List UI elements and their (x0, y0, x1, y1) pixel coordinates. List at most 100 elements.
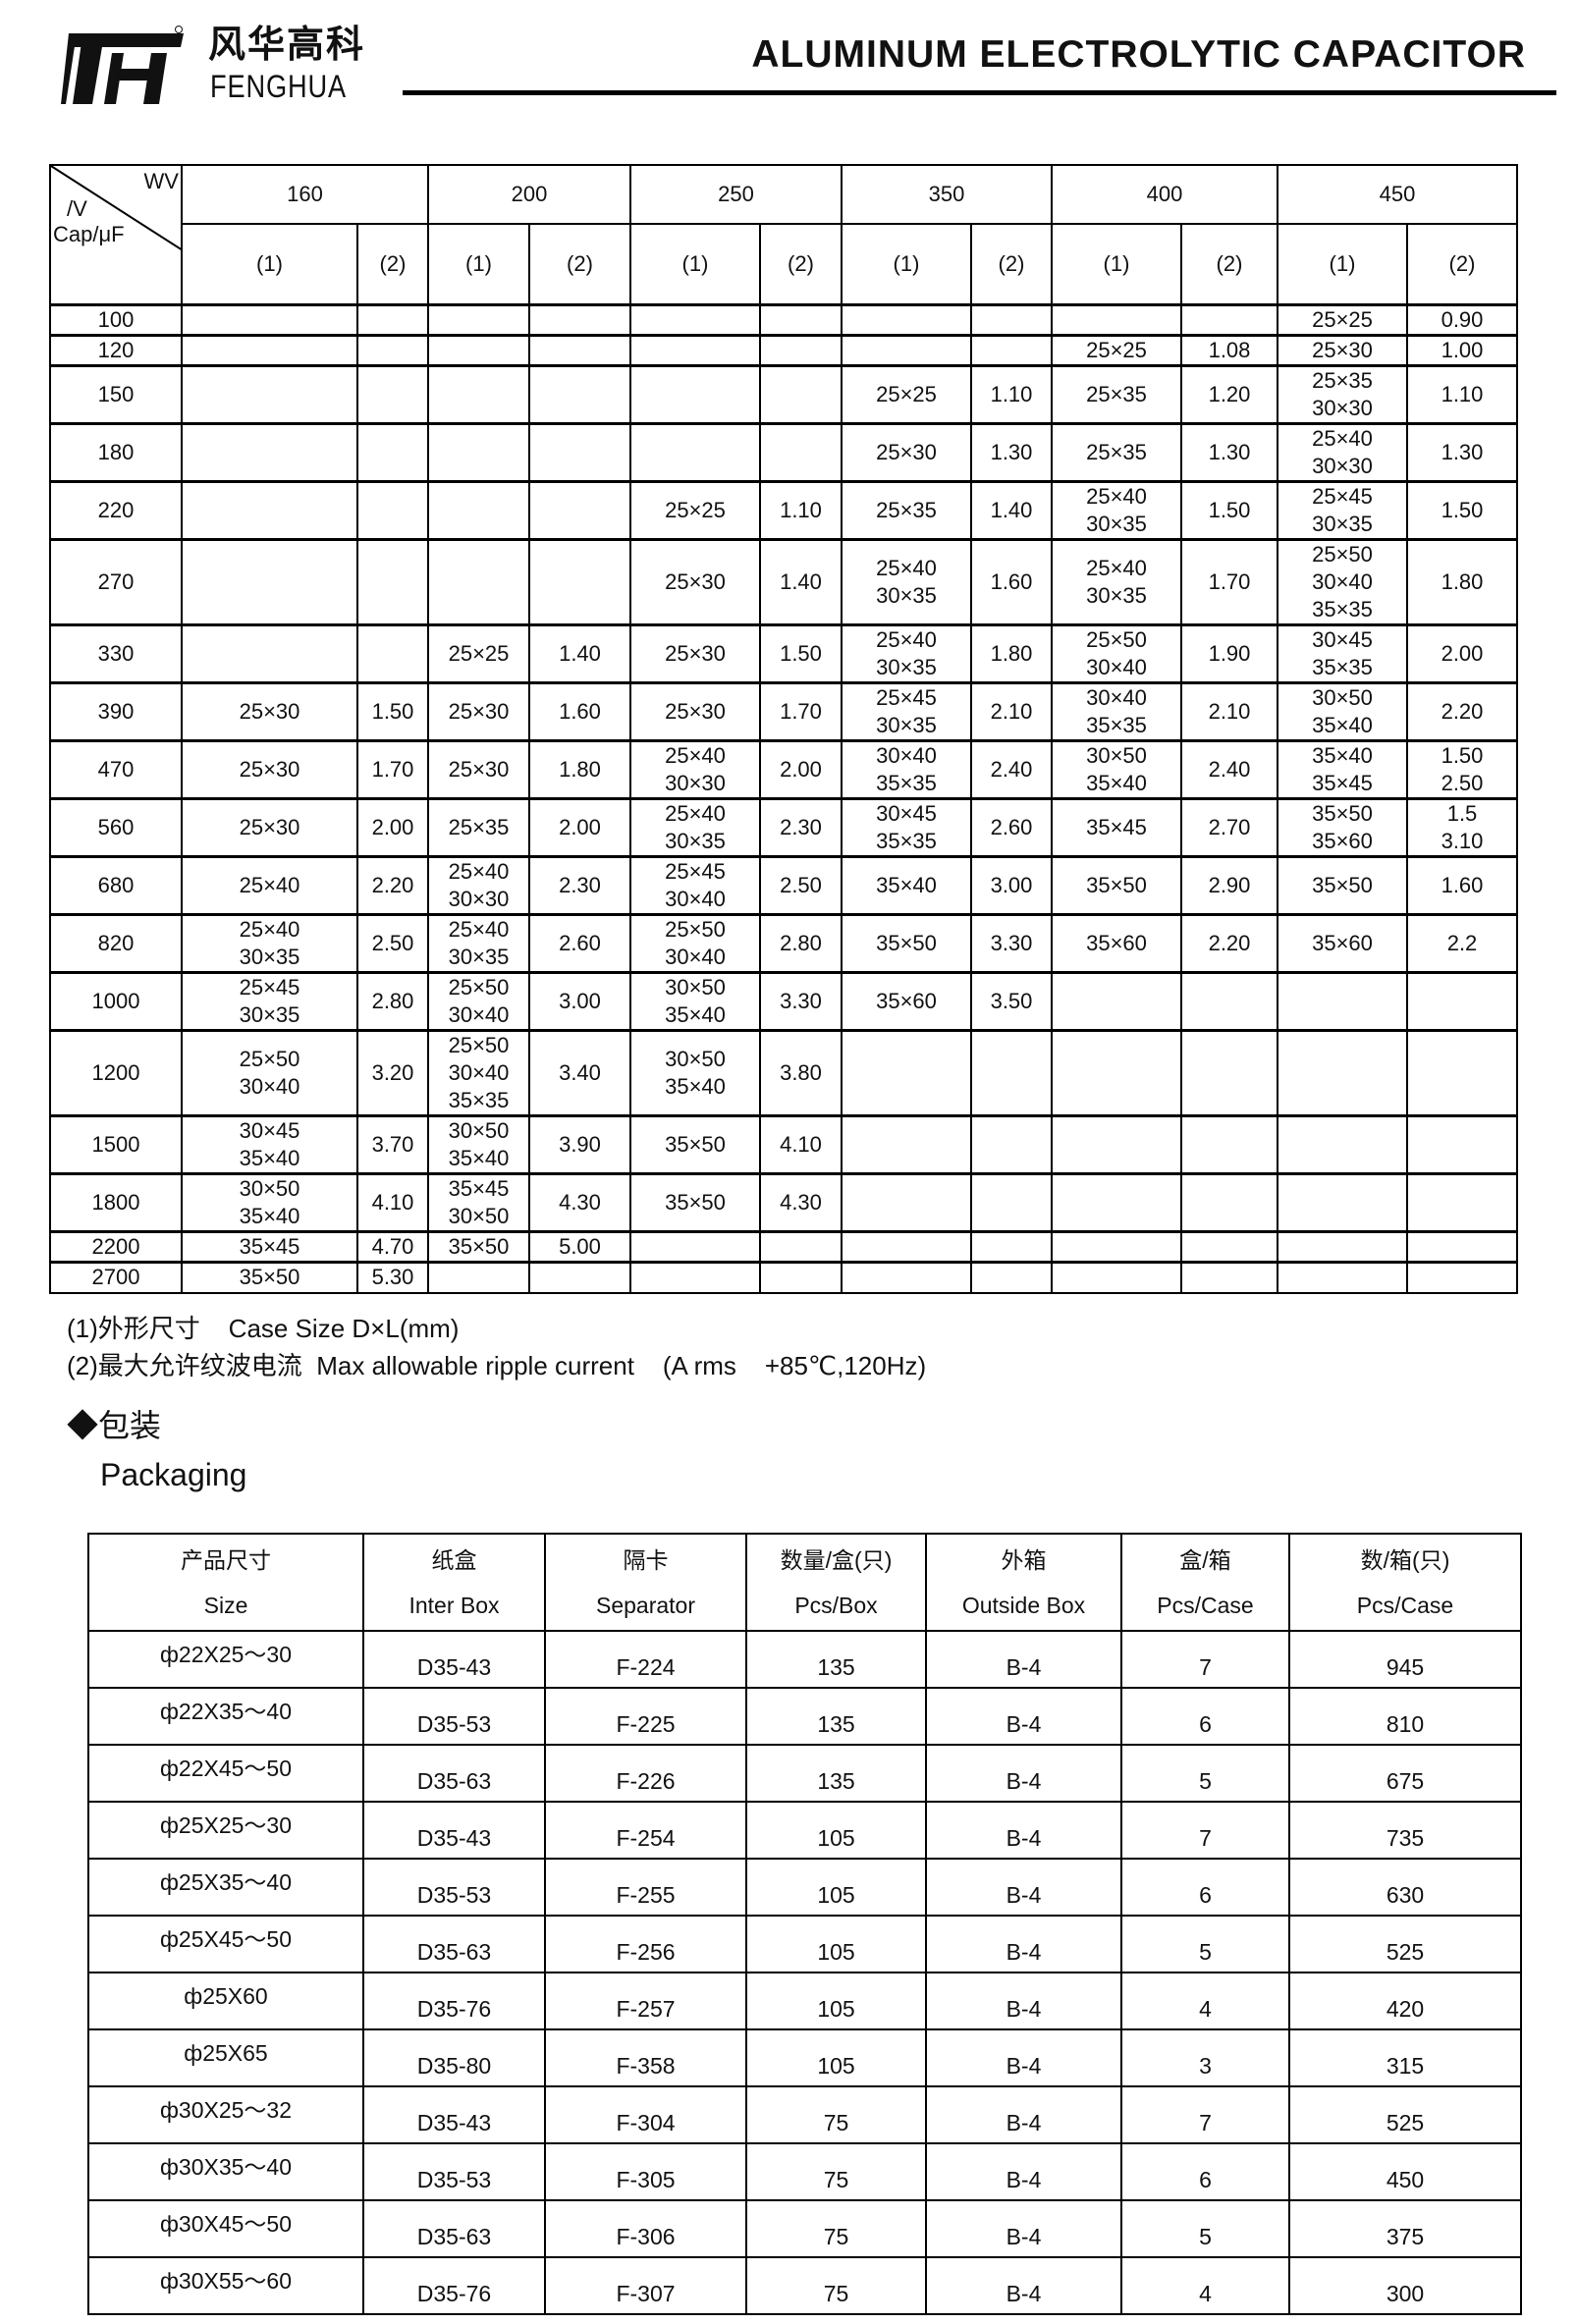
case-size-cell (841, 1261, 972, 1294)
ripple-current-cell: 3.30 (970, 913, 1053, 974)
ripple-current-cell: 1.40 (970, 480, 1053, 541)
header-en: Pcs/Case (1157, 1592, 1254, 1618)
ripple-current-cell: 1.80 (1406, 538, 1518, 626)
case-size-cell: 25×35 (1051, 422, 1182, 483)
packaging-header: 盒/箱 Pcs/Case (1120, 1533, 1290, 1632)
diagonal-line (52, 166, 180, 250)
packaging-cell: 525 (1288, 1915, 1522, 1973)
case-size-cell: 35×50 (629, 1172, 761, 1233)
table-row: 1800 30×50 35×40 4.10 35×45 30×50 4.30 35×50 4… (49, 1172, 1518, 1233)
packaging-header: 数/箱(只) Pcs/Case (1288, 1533, 1522, 1632)
table-row: 180 25×30 1.30 25×35 1.30 25×40 30×30 1.30 (49, 422, 1518, 483)
case-size-cell: 25×50 30×40 (1051, 623, 1182, 684)
ripple-current-header: (2) (528, 222, 631, 306)
case-size-cell: 35×50 (181, 1261, 358, 1294)
ripple-current-cell (1406, 1230, 1518, 1264)
header-cn: 数量/盒(只) (780, 1546, 893, 1573)
ripple-current-cell: 1.10 (759, 480, 843, 541)
packaging-cell: D35-63 (362, 1744, 546, 1803)
ripple-current-cell: 1.90 (1180, 623, 1278, 684)
packaging-cell: F-226 (544, 1744, 747, 1803)
table-row: 820 25×40 30×35 2.50 25×40 30×35 2.60 25×50 3… (49, 913, 1518, 974)
case-size-cell: 25×40 30×35 (841, 623, 972, 684)
ripple-current-cell: 1.80 (528, 739, 631, 800)
ripple-current-cell: 2.00 (356, 797, 429, 858)
ripple-current-cell (528, 303, 631, 337)
ripple-current-cell (759, 1230, 843, 1264)
case-size-cell: 25×30 (841, 422, 972, 483)
packaging-header: 产品尺寸 Size (87, 1533, 364, 1632)
capacitance-cell: 820 (49, 913, 183, 974)
ripple-current-cell (528, 480, 631, 541)
ripple-current-cell: 1.50 (1406, 480, 1518, 541)
case-size-cell: 25×35 (427, 797, 530, 858)
capacitance-cell: 2700 (49, 1261, 183, 1294)
packaging-cell: ф30X45～50 (87, 2199, 364, 2258)
ripple-current-cell (1406, 1172, 1518, 1233)
table-row: ф22X35～40 D35-53 F-225 135 B-4 6 810 (87, 1687, 1522, 1746)
ripple-current-cell: 2.00 (1406, 623, 1518, 684)
ripple-current-cell: 5.30 (356, 1261, 429, 1294)
case-size-cell: 25×50 30×40 (427, 971, 530, 1032)
case-size-cell: 25×40 30×35 (1051, 480, 1182, 541)
ripple-current-cell (528, 422, 631, 483)
ripple-current-cell (759, 334, 843, 367)
packaging-cell: 525 (1288, 2085, 1522, 2144)
packaging-cell: F-307 (544, 2256, 747, 2315)
case-size-cell: 25×40 30×30 (427, 855, 530, 916)
case-size-cell (1051, 1172, 1182, 1233)
case-size-cell: 25×30 (181, 797, 358, 858)
voltage-header: 250 (629, 164, 843, 225)
ripple-current-cell (356, 623, 429, 684)
packaging-cell: 7 (1120, 2085, 1290, 2144)
case-size-cell: 30×50 35×40 (1277, 681, 1408, 742)
case-size-header: (1) (841, 222, 972, 306)
case-size-cell: 35×40 (841, 855, 972, 916)
case-size-cell (1277, 1114, 1408, 1175)
case-size-cell (427, 480, 530, 541)
table-row: 560 25×30 2.00 25×35 2.00 25×40 30×35 2.30 30×4… (49, 797, 1518, 858)
ripple-current-cell: 2.30 (528, 855, 631, 916)
case-size-cell (1051, 971, 1182, 1032)
logo-icon (61, 26, 184, 106)
case-size-cell: 25×50 30×40 (629, 913, 761, 974)
header-en: Size (203, 1592, 248, 1618)
case-size-cell: 25×40 (181, 855, 358, 916)
packaging-cell: D35-53 (362, 2142, 546, 2201)
ripple-current-cell (970, 1261, 1053, 1294)
case-size-header: (1) (1051, 222, 1182, 306)
ripple-current-cell (970, 334, 1053, 367)
ripple-current-cell (970, 1172, 1053, 1233)
packaging-cell: 4 (1120, 1972, 1290, 2030)
packaging-cell: F-305 (544, 2142, 747, 2201)
packaging-cell: 810 (1288, 1687, 1522, 1746)
case-size-cell: 30×50 35×40 (629, 1029, 761, 1117)
table-row: ф30X25～32 D35-43 F-304 75 B-4 7 525 (87, 2085, 1522, 2144)
ripple-current-cell: 1.50 (759, 623, 843, 684)
ripple-current-cell: 3.50 (970, 971, 1053, 1032)
ripple-current-cell (528, 364, 631, 425)
packaging-heading-en: Packaging (100, 1457, 247, 1492)
case-size-cell: 25×40 30×30 (1277, 422, 1408, 483)
ripple-current-cell: 2.10 (1180, 681, 1278, 742)
table-row: ф30X55～60 D35-76 F-307 75 B-4 4 300 (87, 2256, 1522, 2315)
packaging-cell: 75 (745, 2256, 927, 2315)
packaging-cell: 3 (1120, 2028, 1290, 2087)
ripple-current-cell: 3.00 (970, 855, 1053, 916)
table-row: 270 25×30 1.40 25×40 30×35 1.60 25×40 30×35 1.… (49, 538, 1518, 626)
case-size-cell (629, 364, 761, 425)
packaging-header: 纸盒 Inter Box (362, 1533, 546, 1632)
table-row: 2200 35×45 4.70 35×50 5.00 (49, 1230, 1518, 1264)
capacitance-cell: 470 (49, 739, 183, 800)
case-size-cell: 35×45 30×50 (427, 1172, 530, 1233)
ripple-current-cell: 2.20 (1180, 913, 1278, 974)
packaging-cell: 105 (745, 1801, 927, 1860)
table-row: ф30X35～40 D35-53 F-305 75 B-4 6 450 (87, 2142, 1522, 2201)
capacitance-cell: 2200 (49, 1230, 183, 1264)
capacitance-cell: 1000 (49, 971, 183, 1032)
capacitance-cell: 120 (49, 334, 183, 367)
packaging-cell: ф25X35～40 (87, 1858, 364, 1917)
packaging-cell: D35-53 (362, 1687, 546, 1746)
table-row: 470 25×30 1.70 25×30 1.80 25×40 30×30 2.00 30×4… (49, 739, 1518, 800)
case-size-cell (427, 538, 530, 626)
